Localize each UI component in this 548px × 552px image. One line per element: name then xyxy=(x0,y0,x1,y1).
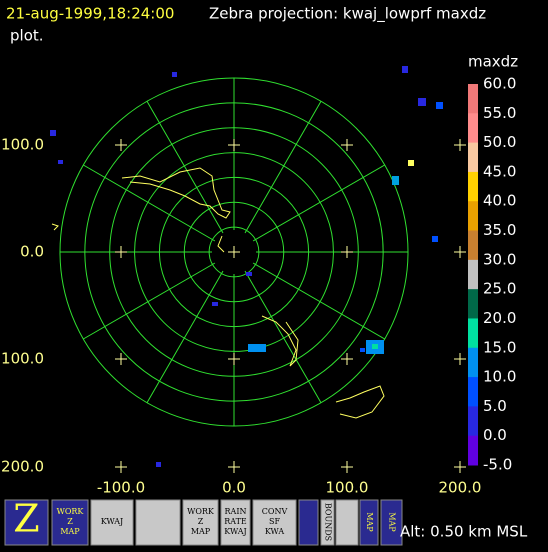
colorbar-swatch xyxy=(468,377,478,407)
spoke xyxy=(146,270,224,403)
colorbar-swatch xyxy=(468,406,478,437)
colorbar-swatch xyxy=(468,142,478,173)
toolbar-button[interactable] xyxy=(298,499,319,546)
spoke xyxy=(83,262,216,340)
spoke xyxy=(244,270,322,403)
colorbar-label: 40.0 xyxy=(483,192,516,210)
y-tick-label: 0.0 xyxy=(20,243,44,261)
toolbar-button[interactable] xyxy=(4,499,49,546)
spoke xyxy=(146,101,224,234)
colorbar-swatch xyxy=(468,347,478,378)
colorbar-label: 15.0 xyxy=(483,338,516,356)
toolbar-button-label: MAP xyxy=(191,527,211,536)
colorbar-label: 25.0 xyxy=(483,280,516,298)
colorbar-label: 45.0 xyxy=(483,162,516,180)
colorbar-swatch xyxy=(468,318,478,349)
toolbar-button-label: CONV xyxy=(262,507,288,516)
colorbar-swatch xyxy=(468,113,478,144)
toolbar-button[interactable] xyxy=(90,499,134,546)
toolbar-button[interactable] xyxy=(335,499,359,546)
toolbar-button[interactable] xyxy=(320,499,335,546)
toolbar-button-label: Z xyxy=(13,497,39,541)
colorbar-swatch xyxy=(468,435,478,466)
toolbar-button[interactable] xyxy=(182,499,219,546)
y-tick-label: 200.0 xyxy=(1,458,44,476)
y-tick-label: 100.0 xyxy=(1,350,44,368)
spoke xyxy=(252,164,385,242)
toolbar-button[interactable] xyxy=(359,499,379,546)
toolbar-button[interactable] xyxy=(51,499,89,546)
toolbar-button-label: WORK xyxy=(187,507,215,516)
x-tick-label: 0.0 xyxy=(222,479,246,497)
toolbar-button-label: Z xyxy=(198,517,204,526)
colorbar-label: 35.0 xyxy=(483,221,516,239)
colorbar-swatch xyxy=(468,201,478,232)
colorbar-label: 30.0 xyxy=(483,250,516,268)
colorbar: maxdz 60.0 55.0 50.0 45.0 40.0 35.0 30.0 25.0 20.… xyxy=(468,53,518,474)
spoke xyxy=(252,262,385,340)
toolbar-button-label: MAP xyxy=(365,512,374,532)
x-tick-label: 200.0 xyxy=(439,479,482,497)
altitude-status: Alt: 0.50 km MSL xyxy=(400,523,528,541)
colorbar-swatch xyxy=(468,84,478,114)
spoke xyxy=(244,101,322,234)
title-line2: plot. xyxy=(10,27,44,45)
toolbar-button[interactable] xyxy=(252,499,297,546)
time: 21-aug-1999,18:24:00 xyxy=(6,5,174,23)
colorbar-swatch xyxy=(468,259,478,290)
toolbar-button-label: KWA xyxy=(265,527,285,536)
spoke xyxy=(83,164,216,242)
colorbar-swatch xyxy=(468,230,478,261)
toolbar-button-label: RAIN xyxy=(225,507,247,516)
toolbar-button-label: BOUNDS xyxy=(324,503,333,541)
toolbar-button-label: KWAJ xyxy=(224,527,247,536)
colorbar-label: 20.0 xyxy=(483,309,516,327)
radar-echoes xyxy=(50,66,443,467)
colorbar-label: 50.0 xyxy=(483,133,516,151)
toolbar-button[interactable] xyxy=(380,499,403,546)
title: Zebra projection: kwaj_lowprf maxdz xyxy=(209,5,486,24)
x-tick-label: -100.0 xyxy=(97,479,145,497)
toolbar-button-label: SF xyxy=(269,517,280,526)
toolbar-button-label: MAP xyxy=(60,527,80,536)
colorbar-swatch xyxy=(468,289,478,319)
toolbar-button-label: WORK xyxy=(57,507,85,516)
colorbar-label: 10.0 xyxy=(483,368,516,386)
colorbar-label: 60.0 xyxy=(483,75,516,93)
colorbar-label: -5.0 xyxy=(483,456,512,474)
toolbar-button-label: MAP xyxy=(388,512,397,532)
colorbar-label: 55.0 xyxy=(483,104,516,122)
toolbar-button-label: Z xyxy=(67,517,73,526)
colorbar-label: 5.0 xyxy=(483,397,507,415)
colorbar-title: maxdz xyxy=(468,53,518,71)
x-tick-label: 100.0 xyxy=(326,479,369,497)
toolbar-button[interactable] xyxy=(135,499,181,546)
toolbar-button-label: RATE xyxy=(224,517,247,526)
colorbar-swatch xyxy=(468,171,478,202)
coastlines xyxy=(51,167,385,419)
y-tick-label: 100.0 xyxy=(1,136,44,154)
toolbar-button-label: KWAJ xyxy=(101,517,124,526)
toolbar-button[interactable] xyxy=(220,499,251,546)
toolbar: Z WORKZMAPKWAJWORKZMAPRAINRATEKWAJCONVSFK… xyxy=(4,497,403,546)
range-rings xyxy=(59,77,466,473)
colorbar-label: 0.0 xyxy=(483,426,507,444)
